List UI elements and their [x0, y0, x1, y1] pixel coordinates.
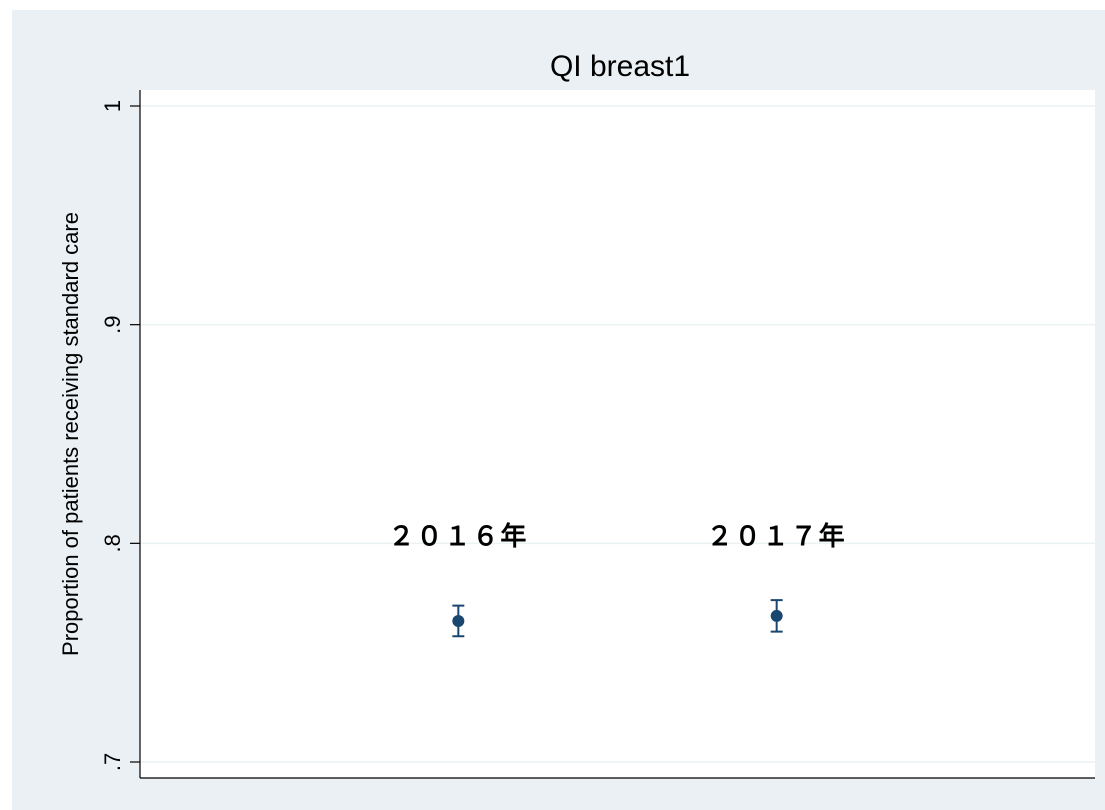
y-axis-title: Proportion of patients receiving standar… [58, 212, 83, 656]
point-label: ２０１７年 [707, 521, 847, 551]
chart-title: QI breast1 [550, 50, 690, 83]
point [770, 609, 783, 622]
point-label: ２０１６年 [388, 521, 528, 551]
point [452, 614, 465, 627]
y-tick-label: .7 [100, 753, 125, 771]
y-tick-label: .8 [100, 534, 125, 552]
y-tick-label: 1 [100, 100, 125, 112]
y-tick-label: .9 [100, 315, 125, 333]
plot-region [140, 90, 1095, 778]
